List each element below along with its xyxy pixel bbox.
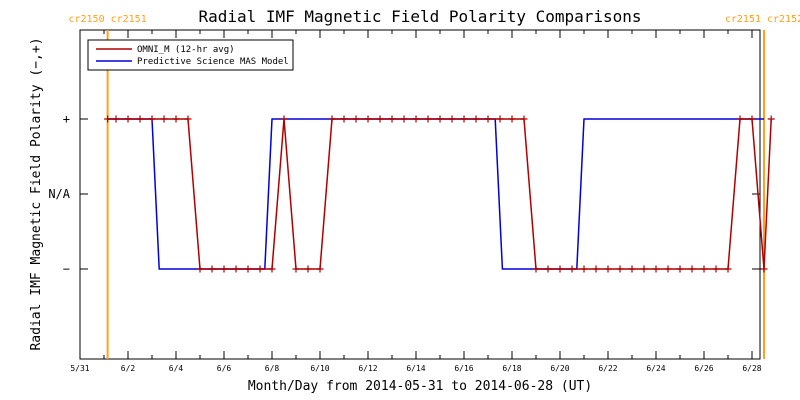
omni-data-point <box>688 265 696 273</box>
omni-data-point <box>760 265 768 273</box>
omni-data-point <box>664 265 672 273</box>
x-tick-label: 6/10 <box>310 364 329 373</box>
omni-data-point <box>508 115 516 123</box>
x-tick-label: 6/20 <box>550 364 569 373</box>
omni-data-point <box>352 115 360 123</box>
omni-data-point <box>532 265 540 273</box>
omni-data-point <box>340 115 348 123</box>
omni-data-point <box>208 265 216 273</box>
omni-data-point <box>160 115 168 123</box>
cr-label-right: cr2152 <box>767 14 800 25</box>
omni-data-point <box>292 265 300 273</box>
omni-data-point <box>472 115 480 123</box>
omni-data-point <box>556 265 564 273</box>
omni-data-point <box>196 265 204 273</box>
x-tick-label: 6/26 <box>694 364 713 373</box>
omni-data-point <box>244 265 252 273</box>
omni-data-point <box>767 115 775 123</box>
y-axis-label: Radial IMF Magnetic Field Polarity (−,+) <box>29 37 44 350</box>
omni-data-point <box>256 265 264 273</box>
x-tick-label: 6/12 <box>358 364 377 373</box>
omni-data-point <box>724 265 732 273</box>
omni-data-point <box>700 265 708 273</box>
omni-data-point <box>748 115 756 123</box>
x-axis-label: Month/Day from 2014-05-31 to 2014-06-28 … <box>248 379 592 394</box>
cr-label-right: cr2151 <box>111 14 147 25</box>
omni-data-point <box>136 115 144 123</box>
legend-box <box>87 39 294 71</box>
omni-data-point <box>544 265 552 273</box>
series-group <box>104 115 775 273</box>
x-axis-ticks: 5/31 6/2 6/4 6/6 6/8 6/10 6/12 6/14 6/16 6/18 6/20… <box>70 30 762 373</box>
y-tick-label: + <box>63 112 70 126</box>
omni-data-point <box>616 265 624 273</box>
omni-data-point <box>280 115 288 123</box>
x-tick-label: 6/28 <box>742 364 761 373</box>
omni-data-point <box>304 265 312 273</box>
x-tick-label: 6/18 <box>502 364 521 373</box>
cr-label-left: cr2151 <box>725 14 761 25</box>
y-axis-ticks: + N/A − <box>48 112 760 276</box>
legend: OMNI_M (12-hr avg) Predictive Science MA… <box>87 39 294 71</box>
omni-data-point <box>388 115 396 123</box>
legend-label-omni: OMNI_M (12-hr avg) <box>137 45 235 55</box>
omni-data-point <box>232 265 240 273</box>
omni-data-point <box>436 115 444 123</box>
x-tick-label: 6/8 <box>265 364 280 373</box>
omni-data-point <box>148 115 156 123</box>
omni-data-point <box>220 265 228 273</box>
omni-data-point <box>520 115 528 123</box>
omni-data-point <box>568 265 576 273</box>
omni-data-point <box>736 115 744 123</box>
omni-data-point <box>424 115 432 123</box>
omni-data-point <box>104 115 112 123</box>
x-tick-label: 6/16 <box>454 364 473 373</box>
omni-data-point <box>496 115 504 123</box>
x-tick-label: 6/2 <box>121 364 136 373</box>
omni-data-point <box>184 115 192 123</box>
x-tick-label: 6/14 <box>406 364 425 373</box>
omni-data-point <box>652 265 660 273</box>
x-tick-label: 5/31 <box>70 364 89 373</box>
omni-data-point <box>484 115 492 123</box>
omni-data-point <box>448 115 456 123</box>
y-tick-label: N/A <box>48 187 70 201</box>
x-tick-label: 6/24 <box>646 364 665 373</box>
omni-data-point <box>328 115 336 123</box>
omni-data-point <box>640 265 648 273</box>
omni-data-point <box>268 265 276 273</box>
omni-data-point <box>628 265 636 273</box>
omni-data-point <box>712 265 720 273</box>
omni-data-point <box>592 265 600 273</box>
omni-data-point <box>316 265 324 273</box>
legend-label-model: Predictive Science MAS Model <box>137 57 289 67</box>
cr-label-left: cr2150 <box>68 14 104 25</box>
omni-data-point <box>460 115 468 123</box>
omni-data-point <box>580 265 588 273</box>
omni-data-point <box>376 115 384 123</box>
cr-markers: cr2150 cr2151 cr2151 cr2152 <box>68 14 800 359</box>
omni-data-point <box>112 115 120 123</box>
omni-data-point <box>604 265 612 273</box>
omni-data-point <box>400 115 408 123</box>
omni-data-point <box>172 115 180 123</box>
chart-title: Radial IMF Magnetic Field Polarity Compa… <box>198 7 641 26</box>
omni-data-point <box>676 265 684 273</box>
omni-data-point <box>364 115 372 123</box>
x-tick-label: 6/22 <box>598 364 617 373</box>
omni-data-point <box>124 115 132 123</box>
x-tick-label: 6/6 <box>217 364 232 373</box>
omni-data-point <box>412 115 420 123</box>
x-tick-label: 6/4 <box>169 364 184 373</box>
y-tick-label: − <box>63 262 70 276</box>
